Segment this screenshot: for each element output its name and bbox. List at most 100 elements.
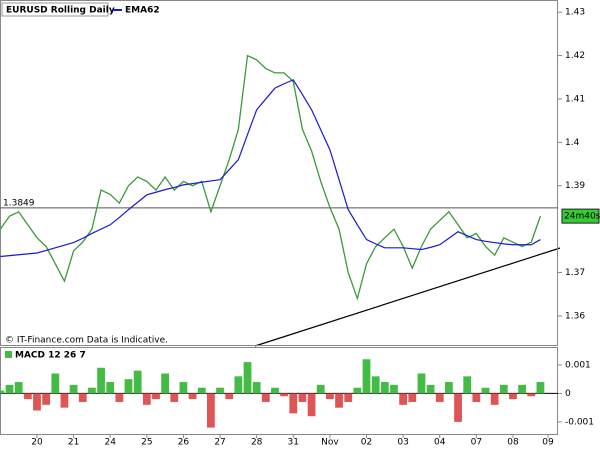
macd-bar [326, 393, 334, 400]
x-tick-label: 07 [471, 438, 482, 448]
reference-label: 1.3849 [3, 198, 35, 208]
macd-bar [271, 387, 279, 394]
macd-bar [472, 393, 481, 402]
macd-bar [179, 382, 188, 394]
macd-bar [0, 390, 5, 394]
macd-bar [14, 382, 23, 394]
macd-bar [69, 384, 78, 394]
macd-bar [5, 384, 14, 394]
macd-bar [499, 384, 508, 394]
x-tick-label: 26 [178, 438, 190, 448]
trend-line [254, 247, 561, 347]
macd-bar [33, 393, 41, 411]
y-tick-label: 1.39 [565, 181, 585, 191]
macd-bar [23, 393, 32, 400]
macd-bar [399, 393, 408, 405]
y-tick-label: 1.37 [565, 268, 585, 278]
macd-bar [97, 367, 105, 394]
x-tick-label: 08 [507, 438, 519, 448]
macd-bar [42, 393, 51, 405]
y-tick-label: 1.36 [565, 311, 585, 321]
macd-bar [509, 393, 517, 400]
macd-bar [161, 373, 170, 394]
macd-bar [60, 393, 69, 408]
macd-bar [335, 393, 343, 408]
macd-bar [316, 384, 325, 394]
macd-bar [536, 382, 545, 394]
x-tick-label: 04 [434, 438, 446, 448]
x-tick-label: 21 [68, 438, 79, 448]
x-tick-label: 03 [397, 438, 408, 448]
chart-title: EURUSD Rolling Daily [6, 6, 115, 16]
legend-swatch [5, 351, 12, 358]
y-tick-label: 0.001 [565, 360, 591, 370]
macd-bar [408, 393, 417, 402]
macd-bar [261, 393, 270, 402]
macd-bar [142, 393, 151, 405]
y-tick-label: 1.43 [565, 8, 585, 18]
macd-bar [444, 382, 453, 394]
countdown-label: 24m40s [564, 212, 600, 222]
y-tick-label: -0.001 [565, 417, 594, 427]
price-line [0, 54, 542, 301]
macd-bar [527, 393, 536, 397]
x-tick-label: 09 [542, 438, 554, 448]
macd-bar [170, 393, 179, 402]
macd-bar [371, 376, 380, 394]
x-tick-label: 20 [31, 438, 43, 448]
x-tick-label: 24 [104, 438, 116, 448]
macd-bar [454, 393, 462, 422]
macd-bar [115, 393, 124, 402]
macd-bar [289, 393, 298, 414]
macd-bar [78, 393, 87, 402]
macd-bar [435, 393, 444, 402]
x-tick-label: 28 [251, 438, 263, 448]
macd-bar [380, 382, 389, 394]
legend-label: EMA62 [125, 6, 160, 16]
x-tick-label: 31 [288, 438, 299, 448]
macd-bar [353, 387, 362, 394]
macd-bar [133, 370, 142, 394]
y-tick-label: 1.42 [565, 51, 585, 61]
macd-bar [106, 382, 115, 394]
countdown-box [561, 208, 600, 224]
y-tick-label: 1.4 [565, 138, 580, 148]
x-tick-label: 25 [141, 438, 152, 448]
macd-bar [307, 393, 316, 417]
macd-bar [362, 359, 371, 394]
y-tick-label: 1.41 [565, 94, 585, 104]
ema-line [0, 79, 541, 258]
macd-bar [490, 393, 499, 405]
macd-bar [51, 373, 60, 394]
macd-bar [124, 379, 133, 394]
macd-bar [152, 393, 160, 400]
macd-bar [197, 387, 206, 394]
macd-bar [234, 376, 243, 394]
macd-bar [225, 393, 234, 400]
footer: © IT-Finance.com Data is Indicative. [5, 336, 168, 346]
macd-bar [518, 384, 527, 394]
macd-bar [344, 393, 353, 402]
macd-bar [188, 393, 197, 400]
price-frame [0, 0, 558, 346]
x-tick-label: 02 [361, 438, 372, 448]
x-tick-label: Nov [321, 438, 339, 448]
macd-title: MACD 12 26 7 [15, 351, 86, 361]
y-tick-label: 0 [565, 389, 571, 399]
macd-bar [298, 393, 307, 402]
macd-bar [390, 384, 398, 394]
macd-bar [481, 387, 490, 394]
title-box [1, 2, 109, 17]
x-tick-label: 27 [214, 438, 225, 448]
macd-bar [252, 382, 261, 394]
macd-bar [280, 393, 289, 397]
macd-bar [207, 393, 215, 428]
macd-bar [426, 384, 435, 394]
macd-bar [216, 387, 224, 394]
macd-bar [463, 376, 472, 394]
macd-bar [243, 362, 252, 394]
macd-bar [88, 387, 96, 394]
macd-bar [417, 373, 426, 394]
